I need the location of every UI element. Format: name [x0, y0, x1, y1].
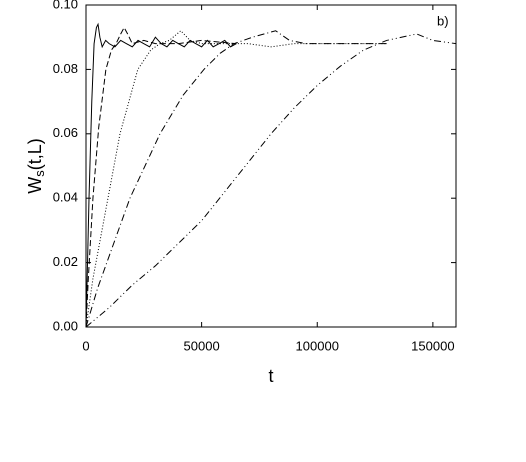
plot-frame: [85, 4, 457, 328]
series-line: [85, 30, 387, 328]
series-line: [85, 30, 387, 328]
x-tick-label: 150000: [411, 338, 454, 353]
y-tick-label: 0.06: [53, 125, 78, 140]
y-axis-title: Ws(t,L): [25, 138, 48, 194]
x-axis-title: t: [268, 366, 273, 386]
y-tick-label: 0.04: [53, 190, 78, 205]
y-tick-label: 0.10: [53, 0, 78, 11]
y-axis-title-sub: s: [32, 170, 47, 177]
series-line: [85, 22, 237, 328]
y-tick-label: 0.00: [53, 318, 78, 333]
series-line: [85, 26, 237, 328]
series-line: [85, 33, 457, 328]
x-tick-label: 50000: [184, 338, 220, 353]
annotation: b): [437, 13, 449, 28]
y-tick-label: 0.02: [53, 254, 78, 269]
x-tick-label: 100000: [296, 338, 339, 353]
y-tick-label: 0.08: [53, 61, 78, 76]
x-tick-label: 0: [82, 338, 89, 353]
y-axis-title-main: W: [25, 177, 45, 194]
y-axis-title-rest: (t,L): [25, 138, 45, 170]
